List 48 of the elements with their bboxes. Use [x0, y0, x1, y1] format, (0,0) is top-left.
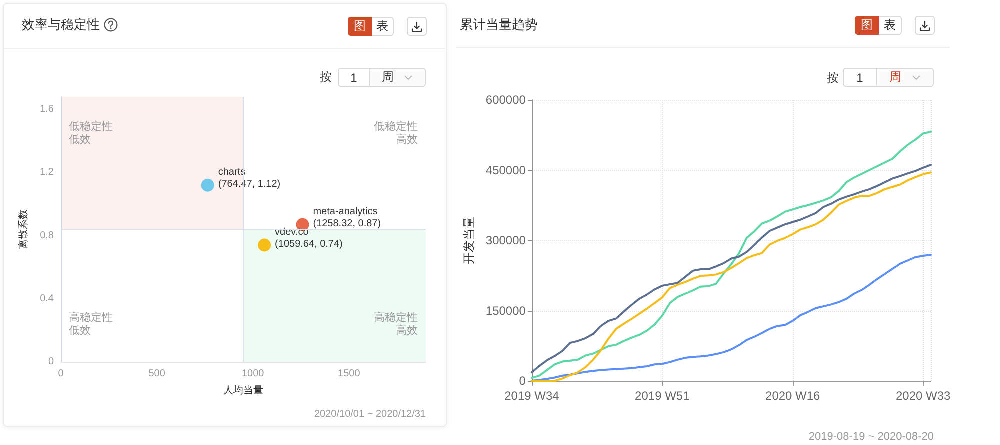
- series-label: charts: [218, 166, 246, 178]
- series-label: meta-analytics: [313, 206, 378, 218]
- chart-title: 累计当量趋势: [460, 16, 538, 34]
- y-tick-label: 600000: [486, 93, 526, 107]
- y-tick-label: 0: [48, 356, 54, 368]
- text: 2020/10/01 ~ 2020/12/31: [314, 409, 426, 421]
- point: [201, 178, 214, 192]
- y-tick-label: 150000: [486, 304, 526, 318]
- y-axis-title: 离散系数: [18, 210, 30, 250]
- data-label: (1258.32, 0.87): [313, 218, 382, 230]
- annotation: 高效: [396, 324, 418, 337]
- x-axis-title: 人均当量: [224, 384, 264, 396]
- annotation: 低稳定性: [69, 120, 113, 133]
- annotation: 高稳定性: [69, 311, 113, 324]
- toggle-button: 图: [855, 16, 879, 35]
- x-tick-label: 2019 W34: [504, 389, 560, 403]
- y-tick-label: 450000: [486, 163, 526, 178]
- x-tick-label: 2020 W33: [896, 389, 952, 403]
- annotation: 低效: [69, 134, 91, 146]
- text: 按: [320, 69, 332, 86]
- y-tick-label: 0.8: [40, 230, 54, 242]
- x-tick-label: 2020 W16: [766, 389, 821, 403]
- y-tick-label: 0.4: [40, 293, 54, 304]
- y-tick-label: 1.6: [40, 104, 54, 116]
- x-tick-label: 0: [58, 368, 64, 380]
- line-series: [530, 130, 932, 380]
- dropdown-field: 周: [877, 69, 933, 86]
- toggle-button: 图: [348, 17, 372, 36]
- chart-title: 效率与稳定性: [22, 16, 100, 34]
- y-tick-label: 1.2: [40, 167, 54, 178]
- point: [258, 238, 272, 252]
- data-label: (1059.64, 0.74): [275, 238, 343, 250]
- x-tick-label: 1500: [338, 368, 361, 380]
- x-tick-label: 500: [148, 368, 166, 380]
- annotation: 低稳定性: [374, 120, 418, 133]
- text: 2019-08-19 ~ 2020-08-20: [808, 431, 934, 443]
- y-tick-label: 300000: [486, 234, 526, 248]
- dropdown-field: 周: [370, 69, 425, 86]
- annotation: 低效: [69, 325, 91, 337]
- annotation: 高效: [396, 133, 418, 146]
- x-tick-label: 2019 W51: [635, 389, 690, 403]
- annotation: 高稳定性: [374, 311, 418, 324]
- data-label: (764.47, 1.12): [218, 178, 281, 190]
- toggle-button: 表: [879, 16, 902, 35]
- toggle-button: 表: [372, 17, 394, 36]
- y-axis-title: 开发当量: [462, 216, 476, 264]
- x-tick-label: 1000: [242, 368, 265, 380]
- text: 按: [827, 70, 839, 87]
